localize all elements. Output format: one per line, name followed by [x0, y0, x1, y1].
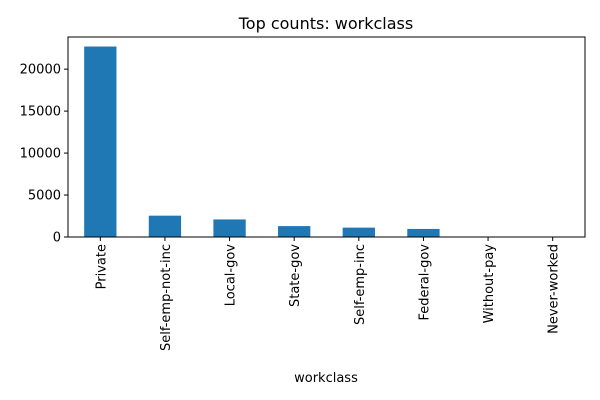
x-tick-label: Private — [94, 244, 109, 289]
x-tick-label: Self-emp-not-inc — [159, 244, 174, 351]
x-tick-label: Without-pay — [482, 244, 497, 324]
x-tick-label: Local-gov — [224, 244, 239, 307]
x-tick-label: Federal-gov — [417, 244, 432, 321]
bar-local-gov — [213, 219, 246, 237]
bar-self-emp-not-inc — [148, 215, 182, 237]
x-tick-label: Self-emp-inc — [353, 244, 368, 325]
y-tick-label: 15000 — [20, 105, 61, 120]
y-tick-label: 5000 — [28, 189, 61, 204]
x-tick-label: Never-worked — [547, 244, 562, 334]
y-axis: 0 5000 10000 15000 20000 — [20, 63, 68, 246]
bar-state-gov — [278, 226, 311, 237]
bar-federal-gov — [407, 228, 440, 237]
bars-group — [84, 46, 569, 238]
x-axis-label: workclass — [294, 371, 358, 386]
bar-private — [84, 46, 117, 238]
chart-title: Top counts: workclass — [238, 14, 413, 33]
y-tick-label: 0 — [53, 231, 61, 246]
y-tick-label: 10000 — [20, 147, 61, 162]
plot-frame — [67, 36, 586, 238]
y-tick-label: 20000 — [20, 63, 61, 78]
x-axis: Private Self-emp-not-inc Local-gov State-go… — [94, 237, 562, 351]
x-tick-label: State-gov — [288, 244, 303, 307]
bar-self-emp-inc — [342, 227, 375, 237]
